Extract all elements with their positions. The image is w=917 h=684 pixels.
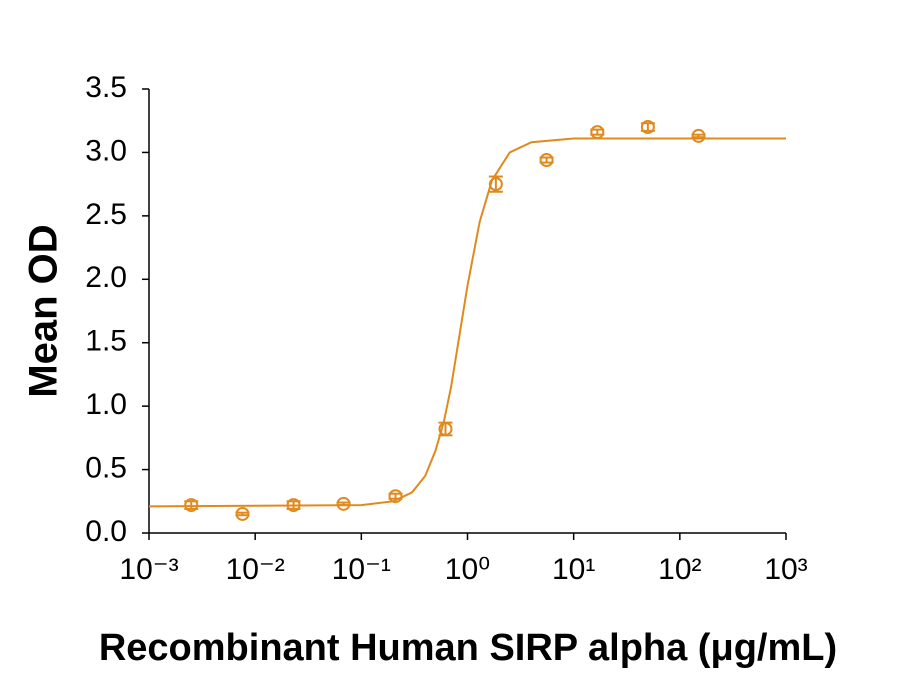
data-point — [640, 120, 655, 135]
y-tick-label: 3.0 — [85, 134, 127, 167]
x-tick-label: 10³ — [764, 553, 807, 586]
y-tick-label: 0.5 — [85, 451, 127, 484]
data-point — [336, 496, 351, 511]
data-point — [184, 498, 199, 513]
y-tick-label: 1.5 — [85, 325, 127, 358]
data-point — [286, 498, 301, 513]
fit-curve — [148, 137, 786, 508]
error-bar — [235, 511, 250, 517]
y-tick-label: 0.0 — [85, 515, 127, 548]
x-tick-label: 10² — [658, 553, 701, 586]
y-tick-label: 2.0 — [85, 261, 127, 294]
y-tick-label: 3.5 — [85, 71, 127, 104]
x-tick-label: 10¹ — [552, 553, 595, 586]
data-point — [691, 128, 706, 143]
data-point — [235, 506, 250, 521]
error-bar — [691, 133, 706, 139]
data-point — [590, 125, 605, 140]
x-axis-label: Recombinant Human SIRP alpha (μg/mL) — [99, 627, 837, 669]
x-tick-label: 10⁻³ — [119, 553, 178, 586]
data-point — [488, 177, 503, 192]
data-point — [388, 489, 403, 504]
data-point — [438, 421, 453, 436]
data-point — [539, 153, 554, 168]
y-tick-label: 2.5 — [85, 198, 127, 231]
x-tick-label: 10⁻² — [226, 553, 285, 586]
x-tick-label: 10⁻¹ — [332, 553, 391, 586]
error-bar — [336, 501, 351, 507]
x-tick-label: 10⁰ — [445, 553, 490, 586]
y-tick-label: 1.0 — [85, 388, 127, 421]
y-axis-label: Mean OD — [22, 224, 66, 397]
